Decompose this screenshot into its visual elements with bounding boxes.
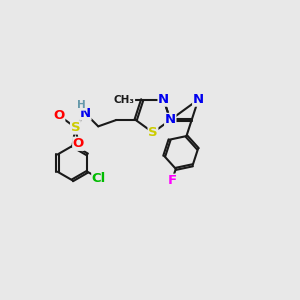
Text: S: S — [70, 121, 80, 134]
Text: N: N — [158, 93, 169, 106]
Text: Cl: Cl — [92, 172, 106, 185]
Text: F: F — [167, 174, 176, 187]
Text: N: N — [165, 113, 176, 127]
Text: S: S — [148, 126, 158, 139]
Text: H: H — [76, 100, 85, 110]
Text: CH₃: CH₃ — [114, 94, 135, 105]
Text: N: N — [193, 93, 204, 106]
Text: N: N — [80, 107, 91, 120]
Text: O: O — [53, 109, 65, 122]
Text: O: O — [73, 137, 84, 150]
